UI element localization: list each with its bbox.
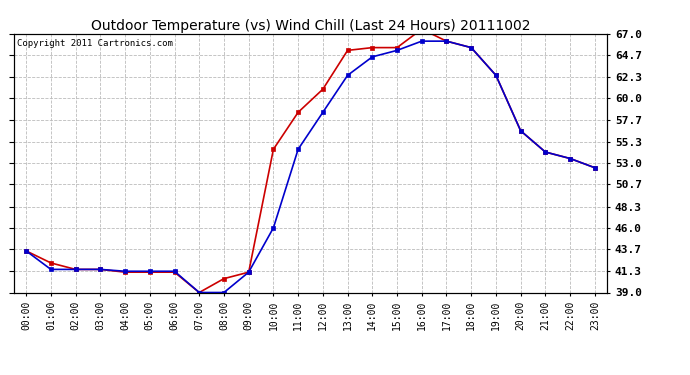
Text: Copyright 2011 Cartronics.com: Copyright 2011 Cartronics.com bbox=[17, 39, 172, 48]
Title: Outdoor Temperature (vs) Wind Chill (Last 24 Hours) 20111002: Outdoor Temperature (vs) Wind Chill (Las… bbox=[91, 19, 530, 33]
